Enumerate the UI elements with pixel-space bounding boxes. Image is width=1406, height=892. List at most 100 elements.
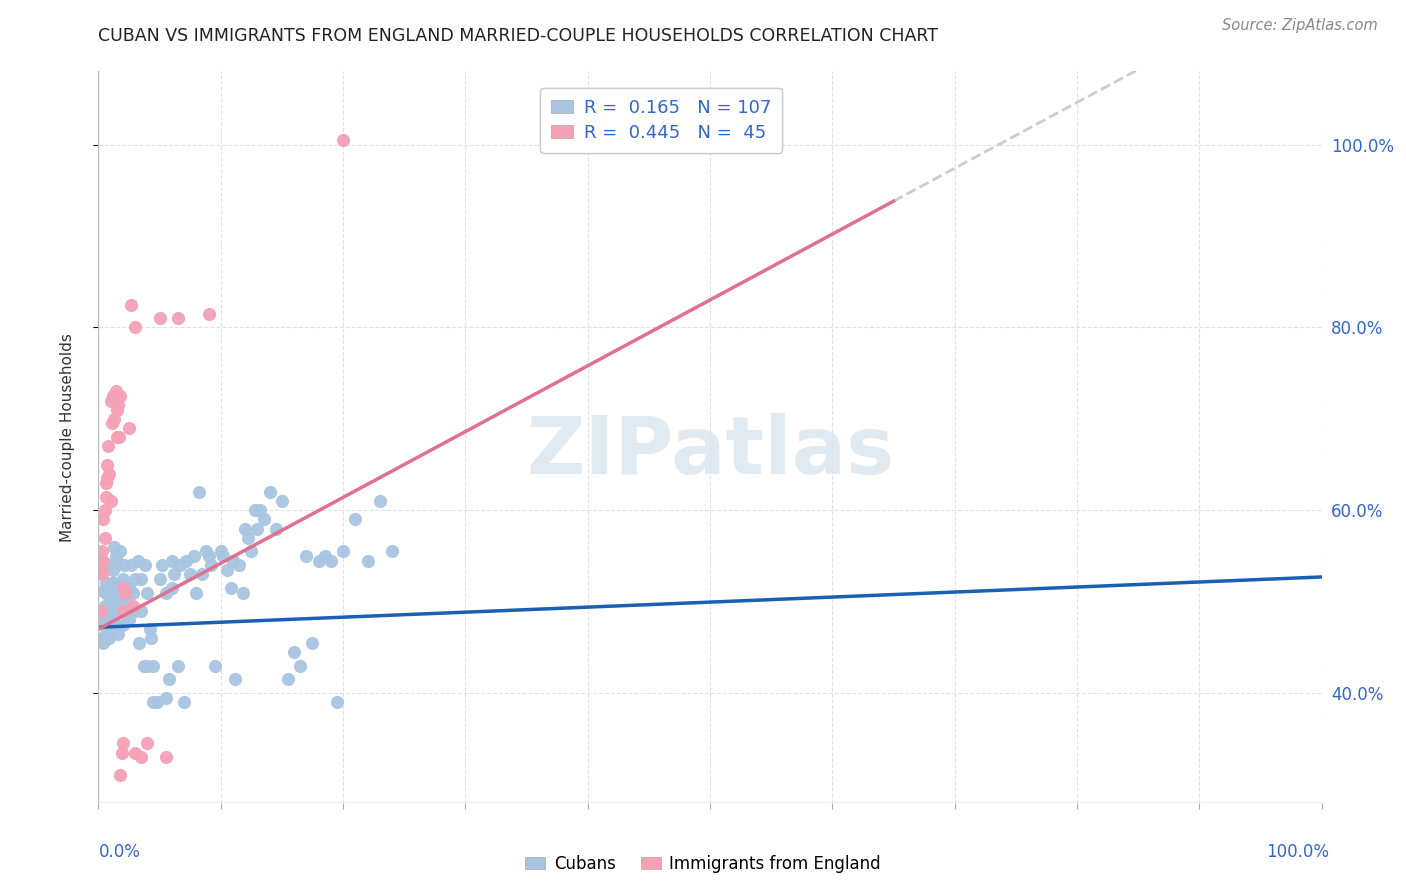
Point bbox=[264, 521, 287, 535]
Point bbox=[91, 544, 114, 558]
Point bbox=[129, 750, 152, 764]
Point bbox=[94, 475, 117, 490]
Point bbox=[301, 636, 323, 650]
Point bbox=[183, 549, 205, 563]
Point bbox=[105, 402, 128, 417]
Point bbox=[93, 503, 115, 517]
Point bbox=[105, 430, 128, 444]
Point bbox=[129, 572, 152, 586]
Point bbox=[93, 613, 115, 627]
Text: ZIPatlas: ZIPatlas bbox=[526, 413, 894, 491]
Point bbox=[118, 581, 141, 595]
Point bbox=[252, 512, 274, 526]
Point bbox=[91, 632, 114, 646]
Text: Source: ZipAtlas.com: Source: ZipAtlas.com bbox=[1222, 18, 1378, 33]
Point bbox=[96, 458, 118, 472]
Point bbox=[91, 583, 114, 598]
Point bbox=[111, 736, 134, 750]
Point bbox=[91, 636, 114, 650]
Point bbox=[136, 658, 159, 673]
Point bbox=[110, 576, 132, 591]
Point bbox=[94, 626, 117, 640]
Point bbox=[283, 645, 305, 659]
Point bbox=[368, 494, 391, 508]
Point bbox=[224, 673, 246, 687]
Point bbox=[160, 581, 183, 595]
Point bbox=[111, 581, 134, 595]
Point bbox=[356, 553, 378, 567]
Point bbox=[100, 494, 122, 508]
Point bbox=[215, 563, 238, 577]
Point bbox=[91, 567, 114, 582]
Point bbox=[139, 622, 162, 636]
Point bbox=[111, 604, 134, 618]
Point bbox=[191, 567, 214, 582]
Point bbox=[101, 417, 124, 431]
Point bbox=[150, 558, 173, 573]
Point bbox=[101, 576, 124, 591]
Point bbox=[270, 494, 294, 508]
Point bbox=[108, 585, 131, 599]
Point bbox=[110, 389, 132, 403]
Point bbox=[173, 695, 195, 709]
Point bbox=[149, 572, 172, 586]
Point bbox=[222, 553, 245, 567]
Point bbox=[93, 531, 115, 545]
Point bbox=[142, 658, 165, 673]
Point bbox=[121, 585, 143, 599]
Point bbox=[97, 558, 120, 573]
Point bbox=[236, 531, 259, 545]
Text: CUBAN VS IMMIGRANTS FROM ENGLAND MARRIED-COUPLE HOUSEHOLDS CORRELATION CHART: CUBAN VS IMMIGRANTS FROM ENGLAND MARRIED… bbox=[98, 27, 938, 45]
Point bbox=[96, 471, 118, 485]
Point bbox=[179, 567, 201, 582]
Point bbox=[101, 563, 124, 577]
Point bbox=[249, 503, 271, 517]
Point bbox=[142, 695, 165, 709]
Point bbox=[120, 558, 142, 573]
Point bbox=[228, 558, 250, 573]
Point bbox=[240, 544, 263, 558]
Point bbox=[136, 585, 159, 599]
Point bbox=[129, 604, 152, 618]
Point bbox=[277, 673, 299, 687]
Point bbox=[163, 567, 186, 582]
Point bbox=[157, 673, 180, 687]
Point bbox=[246, 521, 269, 535]
Point bbox=[344, 512, 367, 526]
Point bbox=[132, 658, 155, 673]
Point bbox=[149, 311, 172, 326]
Point bbox=[212, 549, 235, 563]
Point bbox=[124, 604, 146, 618]
Point bbox=[124, 320, 146, 334]
Point bbox=[108, 430, 131, 444]
Point bbox=[98, 467, 121, 481]
Point bbox=[118, 421, 141, 435]
Point bbox=[100, 590, 122, 604]
Point bbox=[111, 572, 134, 586]
Point bbox=[186, 585, 208, 599]
Point bbox=[100, 393, 122, 408]
Point bbox=[243, 503, 266, 517]
Point bbox=[259, 485, 281, 500]
Point bbox=[105, 553, 128, 567]
Text: 0.0%: 0.0% bbox=[98, 843, 141, 861]
Point bbox=[103, 576, 125, 591]
Point bbox=[91, 553, 114, 567]
Point bbox=[167, 311, 190, 326]
Point bbox=[124, 746, 146, 760]
Point bbox=[104, 585, 127, 599]
Point bbox=[381, 544, 404, 558]
Legend: R =  0.165   N = 107, R =  0.445   N =  45: R = 0.165 N = 107, R = 0.445 N = 45 bbox=[540, 87, 782, 153]
Point bbox=[111, 617, 134, 632]
Point bbox=[314, 549, 336, 563]
Point bbox=[101, 606, 124, 620]
Point bbox=[121, 599, 143, 614]
Point bbox=[107, 594, 129, 608]
Point bbox=[332, 544, 354, 558]
Point bbox=[115, 608, 138, 623]
Point bbox=[103, 540, 125, 554]
Point bbox=[114, 585, 136, 599]
Point bbox=[136, 736, 159, 750]
Point bbox=[94, 576, 117, 591]
Point bbox=[110, 768, 132, 782]
